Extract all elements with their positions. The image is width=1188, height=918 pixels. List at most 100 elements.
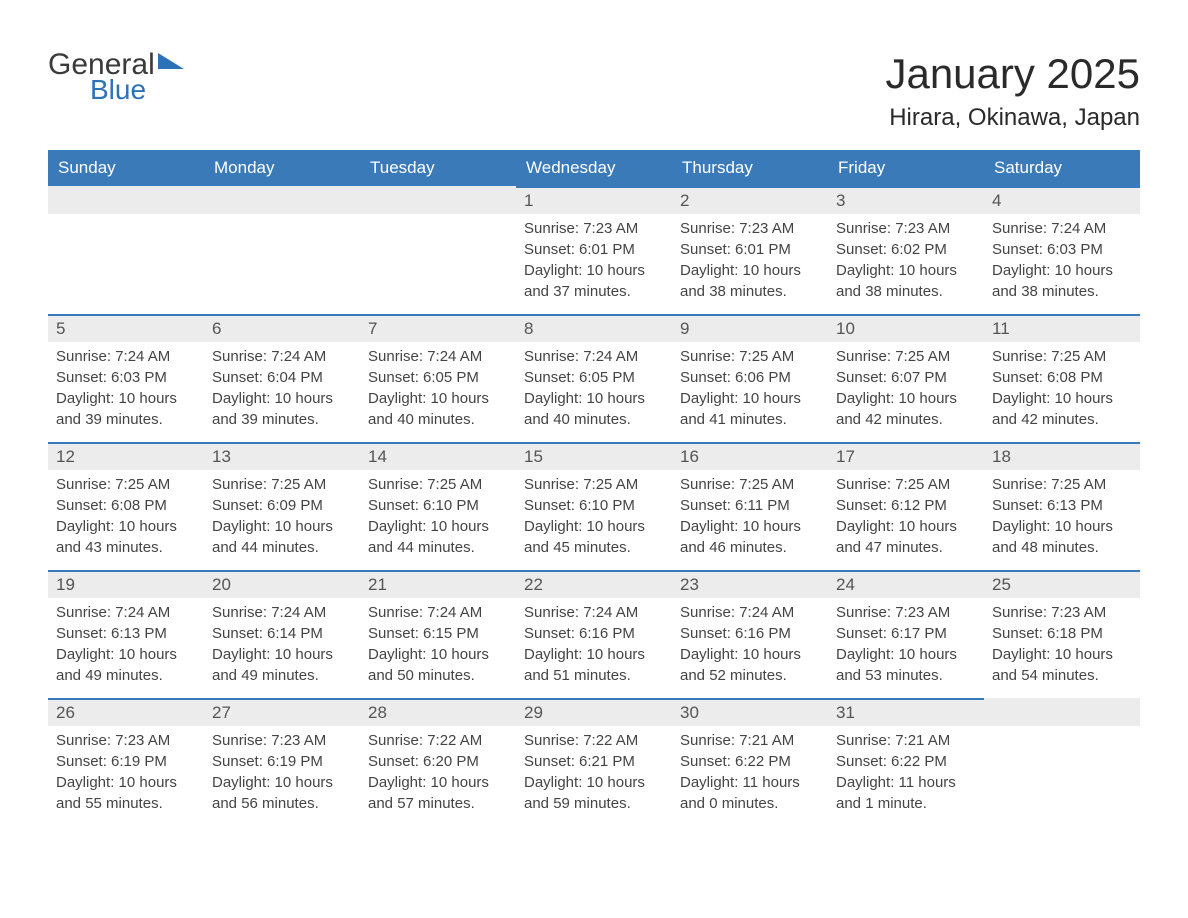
info-sunrise: Sunrise: 7:22 AM [368, 730, 508, 751]
info-sunrise: Sunrise: 7:24 AM [524, 602, 664, 623]
day-info: Sunrise: 7:24 AMSunset: 6:03 PMDaylight:… [48, 342, 204, 430]
info-dl1: Daylight: 10 hours [524, 644, 664, 665]
calendar-grid: SundayMondayTuesdayWednesdayThursdayFrid… [48, 150, 1140, 826]
info-dl2: and 59 minutes. [524, 793, 664, 814]
info-dl1: Daylight: 10 hours [368, 644, 508, 665]
info-dl2: and 47 minutes. [836, 537, 976, 558]
info-dl1: Daylight: 10 hours [992, 388, 1132, 409]
info-dl2: and 40 minutes. [524, 409, 664, 430]
calendar-cell: 12Sunrise: 7:25 AMSunset: 6:08 PMDayligh… [48, 442, 204, 570]
logo: General Blue [48, 50, 184, 106]
info-sunrise: Sunrise: 7:25 AM [56, 474, 196, 495]
day-number: 13 [204, 442, 360, 470]
info-dl2: and 43 minutes. [56, 537, 196, 558]
info-dl2: and 46 minutes. [680, 537, 820, 558]
day-number: 10 [828, 314, 984, 342]
info-dl2: and 41 minutes. [680, 409, 820, 430]
day-info: Sunrise: 7:24 AMSunset: 6:05 PMDaylight:… [360, 342, 516, 430]
calendar-cell: 7Sunrise: 7:24 AMSunset: 6:05 PMDaylight… [360, 314, 516, 442]
info-dl2: and 1 minute. [836, 793, 976, 814]
info-dl2: and 54 minutes. [992, 665, 1132, 686]
info-dl2: and 39 minutes. [56, 409, 196, 430]
info-sunset: Sunset: 6:07 PM [836, 367, 976, 388]
info-dl1: Daylight: 10 hours [680, 388, 820, 409]
calendar-cell: 6Sunrise: 7:24 AMSunset: 6:04 PMDaylight… [204, 314, 360, 442]
calendar-cell [48, 186, 204, 314]
info-sunrise: Sunrise: 7:25 AM [992, 474, 1132, 495]
day-info: Sunrise: 7:23 AMSunset: 6:19 PMDaylight:… [204, 726, 360, 814]
calendar-cell: 9Sunrise: 7:25 AMSunset: 6:06 PMDaylight… [672, 314, 828, 442]
info-sunrise: Sunrise: 7:21 AM [836, 730, 976, 751]
day-of-week-header: Monday [204, 150, 360, 186]
info-sunset: Sunset: 6:13 PM [56, 623, 196, 644]
day-info: Sunrise: 7:23 AMSunset: 6:18 PMDaylight:… [984, 598, 1140, 686]
day-info: Sunrise: 7:23 AMSunset: 6:17 PMDaylight:… [828, 598, 984, 686]
info-sunset: Sunset: 6:11 PM [680, 495, 820, 516]
day-info: Sunrise: 7:25 AMSunset: 6:10 PMDaylight:… [516, 470, 672, 558]
day-info: Sunrise: 7:23 AMSunset: 6:01 PMDaylight:… [516, 214, 672, 302]
info-dl2: and 42 minutes. [836, 409, 976, 430]
info-sunrise: Sunrise: 7:23 AM [836, 602, 976, 623]
info-sunset: Sunset: 6:03 PM [56, 367, 196, 388]
day-number [984, 698, 1140, 726]
info-sunset: Sunset: 6:16 PM [680, 623, 820, 644]
day-number: 2 [672, 186, 828, 214]
day-number [204, 186, 360, 214]
day-number: 29 [516, 698, 672, 726]
info-sunset: Sunset: 6:19 PM [56, 751, 196, 772]
info-sunset: Sunset: 6:12 PM [836, 495, 976, 516]
day-number: 21 [360, 570, 516, 598]
calendar-cell: 16Sunrise: 7:25 AMSunset: 6:11 PMDayligh… [672, 442, 828, 570]
info-sunset: Sunset: 6:20 PM [368, 751, 508, 772]
day-info: Sunrise: 7:23 AMSunset: 6:19 PMDaylight:… [48, 726, 204, 814]
day-number: 31 [828, 698, 984, 726]
day-info: Sunrise: 7:25 AMSunset: 6:08 PMDaylight:… [48, 470, 204, 558]
info-sunrise: Sunrise: 7:25 AM [992, 346, 1132, 367]
day-info: Sunrise: 7:24 AMSunset: 6:16 PMDaylight:… [672, 598, 828, 686]
calendar-cell: 10Sunrise: 7:25 AMSunset: 6:07 PMDayligh… [828, 314, 984, 442]
day-info: Sunrise: 7:25 AMSunset: 6:13 PMDaylight:… [984, 470, 1140, 558]
info-sunset: Sunset: 6:22 PM [680, 751, 820, 772]
info-dl1: Daylight: 10 hours [992, 516, 1132, 537]
info-sunrise: Sunrise: 7:25 AM [836, 346, 976, 367]
day-info: Sunrise: 7:25 AMSunset: 6:11 PMDaylight:… [672, 470, 828, 558]
calendar-cell: 30Sunrise: 7:21 AMSunset: 6:22 PMDayligh… [672, 698, 828, 826]
info-dl1: Daylight: 10 hours [524, 388, 664, 409]
calendar-cell: 1Sunrise: 7:23 AMSunset: 6:01 PMDaylight… [516, 186, 672, 314]
day-info: Sunrise: 7:24 AMSunset: 6:13 PMDaylight:… [48, 598, 204, 686]
day-number: 20 [204, 570, 360, 598]
info-sunset: Sunset: 6:05 PM [524, 367, 664, 388]
day-info: Sunrise: 7:25 AMSunset: 6:06 PMDaylight:… [672, 342, 828, 430]
info-sunset: Sunset: 6:01 PM [524, 239, 664, 260]
calendar-cell: 13Sunrise: 7:25 AMSunset: 6:09 PMDayligh… [204, 442, 360, 570]
day-of-week-header: Wednesday [516, 150, 672, 186]
day-number: 30 [672, 698, 828, 726]
day-number: 22 [516, 570, 672, 598]
info-sunset: Sunset: 6:16 PM [524, 623, 664, 644]
day-number: 3 [828, 186, 984, 214]
calendar-cell: 4Sunrise: 7:24 AMSunset: 6:03 PMDaylight… [984, 186, 1140, 314]
calendar-cell: 8Sunrise: 7:24 AMSunset: 6:05 PMDaylight… [516, 314, 672, 442]
info-dl1: Daylight: 10 hours [992, 260, 1132, 281]
info-dl1: Daylight: 11 hours [680, 772, 820, 793]
info-dl1: Daylight: 10 hours [680, 516, 820, 537]
info-sunrise: Sunrise: 7:24 AM [992, 218, 1132, 239]
calendar-cell [360, 186, 516, 314]
info-sunset: Sunset: 6:14 PM [212, 623, 352, 644]
info-sunset: Sunset: 6:18 PM [992, 623, 1132, 644]
day-number: 9 [672, 314, 828, 342]
info-sunset: Sunset: 6:21 PM [524, 751, 664, 772]
calendar-cell: 14Sunrise: 7:25 AMSunset: 6:10 PMDayligh… [360, 442, 516, 570]
calendar-cell: 18Sunrise: 7:25 AMSunset: 6:13 PMDayligh… [984, 442, 1140, 570]
info-sunrise: Sunrise: 7:24 AM [524, 346, 664, 367]
day-number: 24 [828, 570, 984, 598]
info-sunset: Sunset: 6:08 PM [992, 367, 1132, 388]
info-sunset: Sunset: 6:03 PM [992, 239, 1132, 260]
info-sunrise: Sunrise: 7:24 AM [368, 602, 508, 623]
day-info: Sunrise: 7:25 AMSunset: 6:09 PMDaylight:… [204, 470, 360, 558]
info-dl2: and 49 minutes. [56, 665, 196, 686]
info-sunset: Sunset: 6:06 PM [680, 367, 820, 388]
day-number: 5 [48, 314, 204, 342]
info-dl1: Daylight: 10 hours [836, 516, 976, 537]
info-sunrise: Sunrise: 7:25 AM [836, 474, 976, 495]
